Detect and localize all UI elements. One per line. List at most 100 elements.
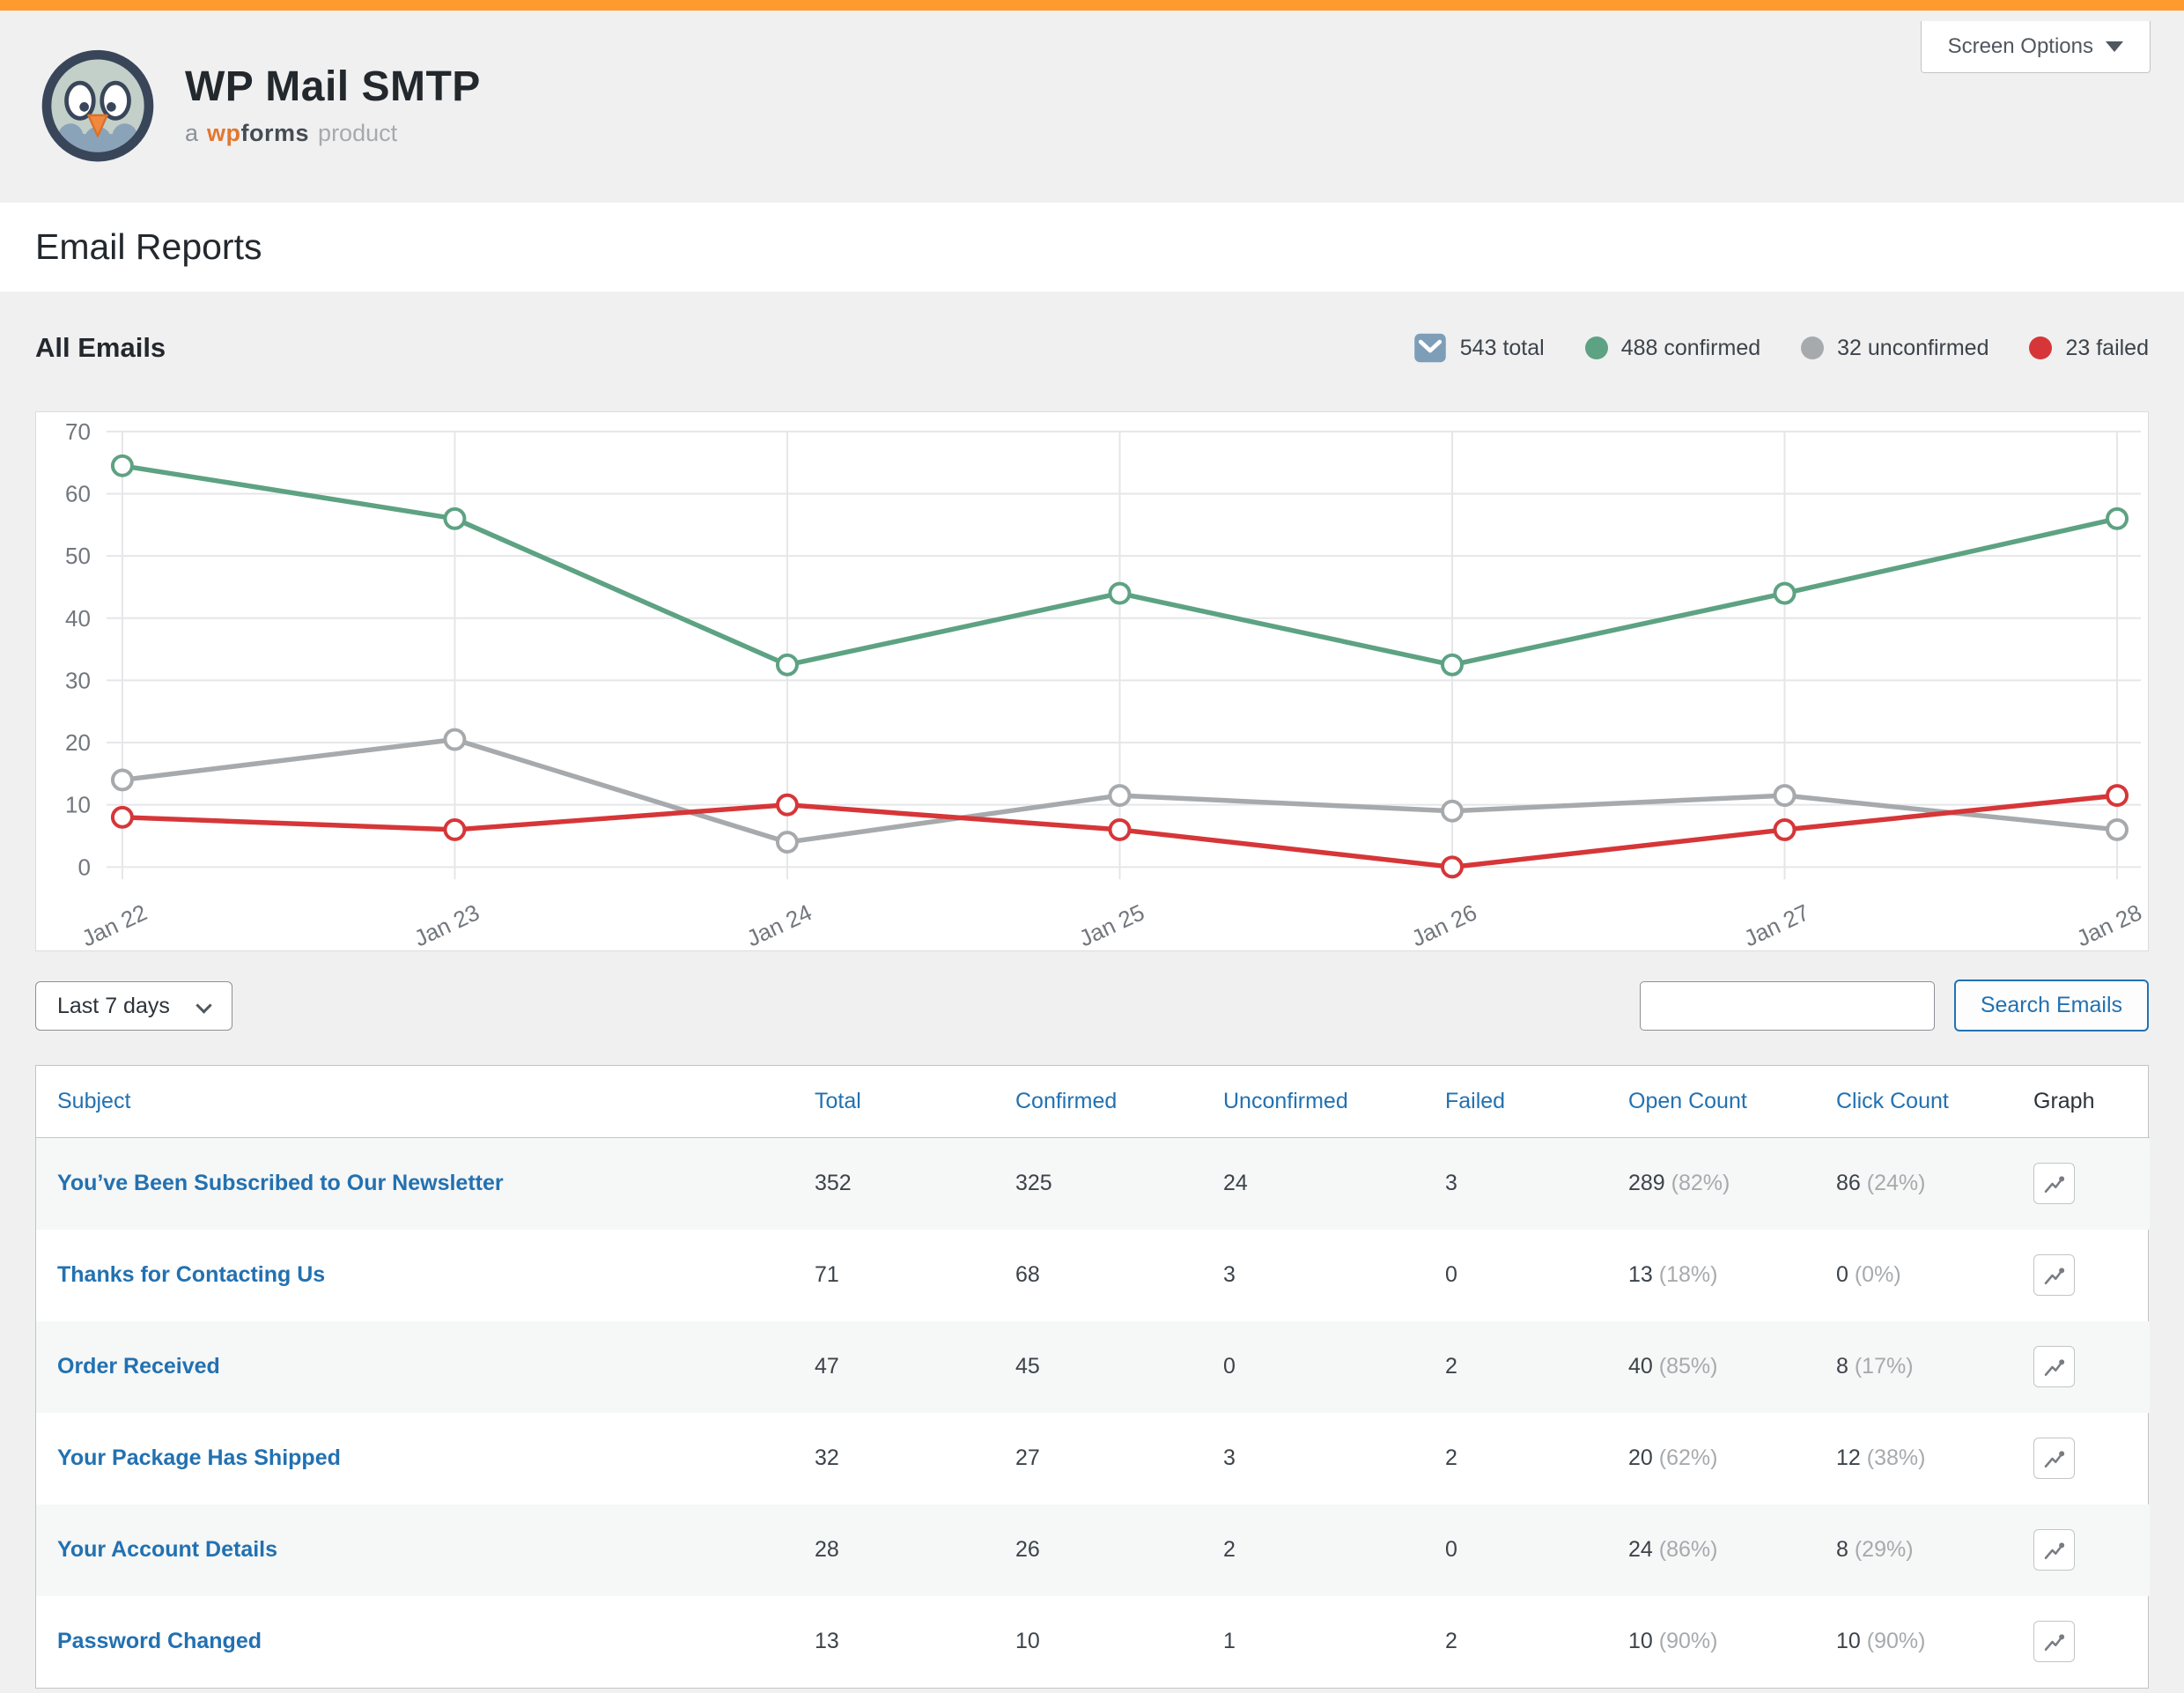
legend-label-failed: 23 failed [2065, 335, 2149, 360]
column-header-total[interactable]: Total [793, 1066, 994, 1138]
email-reports-table: Subject Total Confirmed Unconfirmed Fail… [35, 1065, 2150, 1689]
search-input[interactable] [1639, 980, 1935, 1031]
table-row: Password Changed 13 10 1 2 10 (90%) 10 (90%) [36, 1596, 2150, 1688]
wp-mail-smtp-logo: WP Mail SMTP a wpforms product [35, 42, 2149, 167]
legend-label-total: 543 total [1459, 335, 1545, 360]
date-range-select-wrap: Last 7 days [35, 980, 232, 1031]
tagline-prefix: a [185, 120, 199, 146]
unconfirmed-cell: 24 [1223, 1171, 1248, 1196]
confirmed-cell: 45 [1015, 1354, 1040, 1379]
failed-dot-icon [2029, 336, 2053, 359]
table-row: Thanks for Contacting Us 71 68 3 0 13 (18%) 0 … [36, 1230, 2150, 1321]
subject-cell: Your Package Has Shipped [36, 1413, 793, 1504]
legend-item-failed: 23 failed [2029, 336, 2149, 361]
table-row: You’ve Been Subscribed to Our Newsletter… [36, 1137, 2150, 1230]
email-subject-link[interactable]: Your Account Details [57, 1537, 278, 1562]
subject-cell: Thanks for Contacting Us [36, 1230, 793, 1321]
table-header-row: Subject Total Confirmed Unconfirmed Fail… [36, 1066, 2150, 1138]
email-subject-link[interactable]: Thanks for Contacting Us [57, 1262, 326, 1287]
graph-button[interactable] [2033, 1438, 2075, 1479]
svg-text:10: 10 [65, 794, 91, 818]
graph-cell [2023, 1138, 2150, 1230]
email-subject-link[interactable]: Your Package Has Shipped [57, 1445, 341, 1470]
svg-text:70: 70 [65, 420, 91, 445]
failed-cell: 0 [1445, 1262, 1457, 1287]
failed-cell: 2 [1445, 1354, 1457, 1379]
graph-button[interactable] [2033, 1346, 2075, 1387]
column-header-unconfirmed[interactable]: Unconfirmed [1202, 1066, 1424, 1138]
svg-text:Jan 22: Jan 22 [78, 900, 151, 950]
click-count-cell-value: 8 [1836, 1537, 1855, 1562]
email-subject-link[interactable]: You’ve Been Subscribed to Our Newsletter [57, 1171, 504, 1196]
page-title: Email Reports [35, 226, 262, 267]
table-row: Your Account Details 28 26 2 0 24 (86%) 8 (29%… [36, 1504, 2150, 1596]
open-count-cell-value: 289 [1628, 1171, 1671, 1196]
section-title: All Emails [35, 332, 166, 363]
all-emails-header: All Emails 543 total 488 confirmed 32 unco… [35, 332, 2149, 364]
confirmed-cell: 27 [1015, 1445, 1040, 1470]
column-header-confirmed[interactable]: Confirmed [994, 1066, 1202, 1138]
legend-label-confirmed: 488 confirmed [1620, 335, 1761, 360]
unconfirmed-cell: 2 [1223, 1537, 1236, 1562]
failed-cell: 2 [1445, 1629, 1457, 1653]
graph-button[interactable] [2033, 1163, 2075, 1205]
svg-text:Jan 27: Jan 27 [1740, 900, 1813, 950]
graph-button[interactable] [2033, 1529, 2075, 1571]
column-header-open-count[interactable]: Open Count [1607, 1066, 1815, 1138]
open-count-cell-percent: (82%) [1671, 1171, 1730, 1196]
click-count-cell-value: 86 [1836, 1171, 1867, 1196]
graph-button[interactable] [2033, 1621, 2075, 1662]
legend-item-confirmed: 488 confirmed [1584, 335, 1761, 361]
open-count-cell-value: 40 [1628, 1354, 1659, 1379]
click-count-cell-value: 10 [1836, 1629, 1867, 1653]
top-accent-bar [0, 0, 2184, 11]
brand-title: WP Mail SMTP [185, 63, 481, 110]
open-count-cell-percent: (85%) [1658, 1354, 1718, 1379]
date-range-select[interactable]: Last 7 days [35, 980, 232, 1031]
envelope-icon [1413, 333, 1447, 363]
email-subject-link[interactable]: Order Received [57, 1354, 220, 1379]
column-header-failed[interactable]: Failed [1424, 1066, 1607, 1138]
click-count-cell: 8 (29%) [1815, 1504, 2023, 1596]
column-header-click-count[interactable]: Click Count [1815, 1066, 2023, 1138]
chart-legend: 543 total 488 confirmed 32 unconfirmed 23 f… [1413, 333, 2149, 363]
table-controls: Last 7 days Search Emails [35, 980, 2149, 1031]
sparkline-icon [2044, 1358, 2064, 1376]
total-cell: 28 [815, 1537, 839, 1562]
plugin-header: WP Mail SMTP a wpforms product Screen Op… [0, 11, 2184, 203]
svg-text:Jan 23: Jan 23 [410, 900, 483, 950]
graph-button[interactable] [2033, 1254, 2075, 1296]
unconfirmed-dot-icon [1801, 336, 1825, 359]
tagline-suffix: product [318, 120, 398, 146]
sparkline-icon [2044, 1450, 2064, 1468]
graph-cell [2023, 1596, 2150, 1688]
confirmed-cell: 68 [1015, 1262, 1040, 1287]
subject-cell: Order Received [36, 1321, 793, 1413]
sparkline-icon [2044, 1541, 2064, 1559]
open-count-cell-percent: (90%) [1658, 1629, 1718, 1653]
click-count-cell: 8 (17%) [1815, 1321, 2023, 1413]
sparkline-icon [2044, 1633, 2064, 1651]
subject-cell: Password Changed [36, 1596, 793, 1688]
legend-item-total: 543 total [1413, 333, 1545, 363]
email-reports-chart-panel: 0 10 20 30 40 50 60 70 Jan 22 Jan 23 Jan 24 Jan 25 J… [35, 411, 2149, 951]
open-count-cell: 289 (82%) [1607, 1138, 1815, 1230]
click-count-cell-value: 8 [1836, 1354, 1855, 1379]
unconfirmed-cell: 1 [1223, 1629, 1236, 1653]
total-cell: 32 [815, 1445, 839, 1470]
table-row: Order Received 47 45 0 2 40 (85%) 8 (17%) [36, 1320, 2150, 1413]
open-count-cell: 40 (85%) [1607, 1321, 1815, 1413]
graph-cell [2023, 1504, 2150, 1596]
click-count-cell-percent: (38%) [1866, 1445, 1926, 1470]
email-subject-link[interactable]: Password Changed [57, 1629, 262, 1653]
subject-cell: You’ve Been Subscribed to Our Newsletter [36, 1138, 793, 1230]
svg-text:30: 30 [65, 669, 91, 693]
column-header-graph: Graph [2023, 1066, 2150, 1138]
pigeon-mascot-icon [35, 42, 160, 167]
failed-cell: 0 [1445, 1537, 1457, 1562]
search-emails-button[interactable]: Search Emails [1953, 980, 2149, 1031]
column-header-subject[interactable]: Subject [36, 1066, 793, 1138]
screen-options-button[interactable]: Screen Options [1920, 21, 2151, 73]
svg-text:Jan 28: Jan 28 [2073, 900, 2146, 950]
